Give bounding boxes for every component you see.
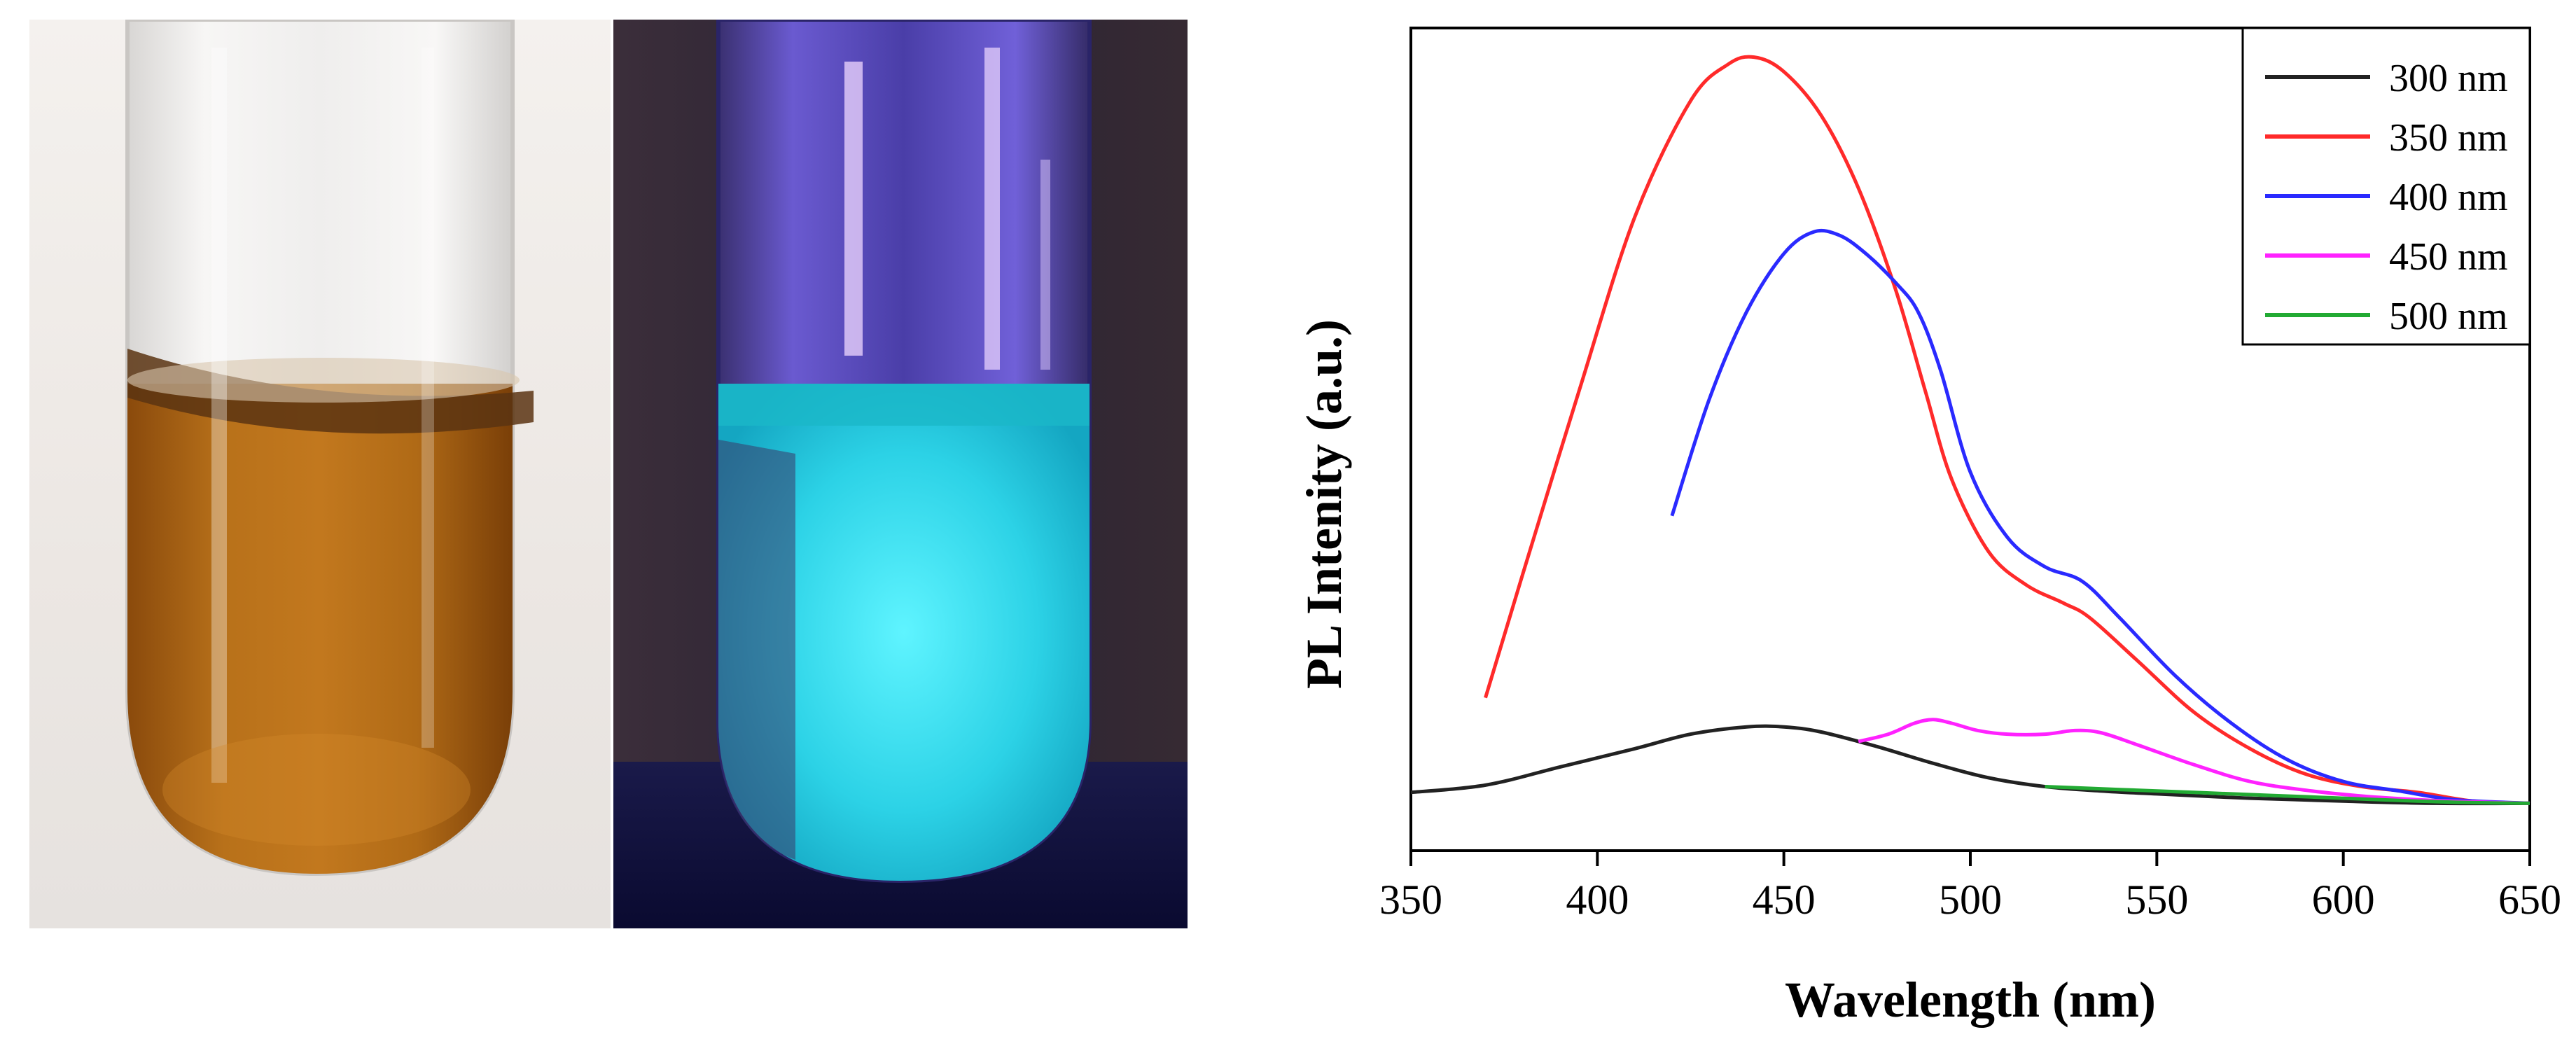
series-lines — [1410, 55, 2530, 806]
legend-label-300-nm: 300 nm — [2389, 57, 2508, 100]
test-tube-daylight-image — [29, 20, 611, 928]
x-tick-label-500: 500 — [1939, 877, 2002, 923]
photo-test-tube-daylight — [29, 20, 611, 928]
x-tick-labels: 350 400 450 500 550 600 650 — [1379, 877, 2561, 923]
x-tick-label-450: 450 — [1753, 877, 1816, 923]
legend: 300 nm 350 nm 400 nm 450 nm 500 nm — [2241, 27, 2531, 346]
test-tube-uv-image — [613, 20, 1188, 928]
legend-box — [2241, 27, 2531, 346]
axis-ticks — [1409, 851, 2531, 866]
x-tick-label-350: 350 — [1379, 877, 1442, 923]
y-axis-label: PL Intenity (a.u.) — [1296, 319, 1352, 689]
series-line-400-nm — [1670, 228, 2530, 805]
x-axis-label: Wavelength (nm) — [1785, 972, 2156, 1028]
series-line-450-nm — [1858, 718, 2530, 805]
series-line-350-nm — [1484, 55, 2530, 805]
series-line-300-nm — [1410, 724, 2530, 806]
x-tick-label-400: 400 — [1566, 877, 1629, 923]
x-tick-label-600: 600 — [2312, 877, 2375, 923]
pl-spectrum-chart: 350 400 450 500 550 600 650 Wavelength (nm) PL… — [1296, 27, 2561, 1028]
series-line-500-nm — [2045, 785, 2530, 805]
photo-test-tube-uv — [613, 20, 1188, 928]
legend-label-450-nm: 450 nm — [2389, 235, 2508, 279]
legend-label-400-nm: 400 nm — [2389, 176, 2508, 219]
legend-label-500-nm: 500 nm — [2389, 295, 2508, 338]
x-tick-label-650: 650 — [2498, 877, 2561, 923]
legend-label-350-nm: 350 nm — [2389, 116, 2508, 160]
x-tick-label-550: 550 — [2125, 877, 2188, 923]
